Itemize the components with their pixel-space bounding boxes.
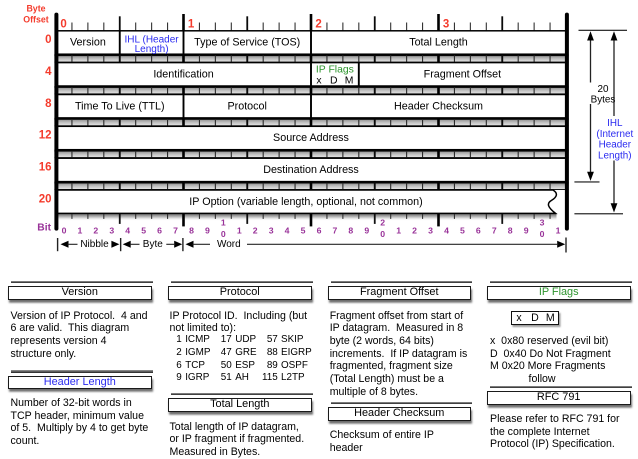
svg-text:7: 7 [332, 225, 337, 235]
svg-text:2: 2 [93, 225, 98, 235]
svg-text:8: 8 [189, 225, 194, 235]
svg-text:1: 1 [556, 225, 561, 235]
svg-text:IP Flags: IP Flags [316, 65, 354, 76]
svg-text:12: 12 [39, 130, 52, 142]
svg-text:0: 0 [60, 18, 66, 30]
svg-text:D: D [330, 75, 338, 86]
svg-text:2: 2 [412, 225, 417, 235]
svg-text:5: 5 [460, 225, 465, 235]
svg-text:Bit: Bit [37, 222, 51, 233]
svg-text:6: 6 [317, 225, 322, 235]
svg-text:Length): Length) [598, 150, 632, 161]
svg-text:Byte: Byte [26, 3, 45, 13]
svg-text:Length): Length) [135, 44, 169, 55]
svg-text:Protocol: Protocol [227, 100, 266, 112]
svg-text:3: 3 [540, 217, 545, 227]
svg-text:5: 5 [141, 225, 146, 235]
svg-text:Offset: Offset [23, 14, 48, 24]
svg-text:Identification: Identification [153, 68, 213, 80]
svg-text:3: 3 [443, 18, 449, 30]
svg-text:1: 1 [188, 18, 195, 30]
svg-text:Type of Service (TOS): Type of Service (TOS) [194, 37, 300, 49]
svg-text:Destination Address: Destination Address [263, 164, 359, 176]
svg-text:Nibble: Nibble [80, 239, 109, 250]
svg-text:4: 4 [444, 225, 449, 235]
svg-text:0: 0 [221, 229, 226, 239]
svg-text:1: 1 [77, 225, 82, 235]
svg-text:IHL (Header: IHL (Header [125, 34, 180, 45]
svg-text:(Internet: (Internet [596, 129, 633, 140]
svg-text:Total Length: Total Length [409, 37, 468, 49]
svg-text:Header Checksum: Header Checksum [394, 100, 483, 112]
svg-text:2: 2 [380, 217, 385, 227]
svg-text:M: M [345, 75, 354, 86]
svg-text:Source Address: Source Address [273, 132, 349, 144]
svg-text:16: 16 [39, 162, 52, 174]
svg-text:20: 20 [39, 193, 52, 205]
svg-text:7: 7 [492, 225, 497, 235]
svg-text:1: 1 [221, 217, 226, 227]
svg-text:Time To Live (TTL): Time To Live (TTL) [75, 100, 165, 112]
svg-text:Header: Header [599, 140, 632, 151]
svg-text:6: 6 [476, 225, 481, 235]
svg-text:3: 3 [109, 225, 114, 235]
svg-text:Fragment Offset: Fragment Offset [424, 68, 501, 80]
svg-text:8: 8 [45, 98, 52, 110]
svg-text:4: 4 [285, 225, 290, 235]
svg-text:5: 5 [301, 225, 306, 235]
svg-text:Version: Version [70, 37, 106, 49]
svg-text:3: 3 [269, 225, 274, 235]
svg-text:0: 0 [62, 225, 67, 235]
svg-text:IP Option (variable length, op: IP Option (variable length, optional, no… [189, 196, 422, 208]
svg-text:Byte: Byte [143, 239, 163, 250]
svg-text:4: 4 [125, 225, 130, 235]
svg-text:IHL: IHL [607, 118, 623, 129]
svg-text:8: 8 [508, 225, 513, 235]
svg-text:1: 1 [237, 225, 242, 235]
svg-text:1: 1 [396, 225, 401, 235]
svg-text:0: 0 [540, 229, 545, 239]
svg-text:6: 6 [157, 225, 162, 235]
svg-text:Word: Word [217, 239, 241, 250]
svg-text:9: 9 [205, 225, 210, 235]
svg-text:0: 0 [380, 229, 385, 239]
svg-text:x: x [316, 75, 322, 86]
svg-text:9: 9 [524, 225, 529, 235]
svg-text:3: 3 [428, 225, 433, 235]
svg-text:Bytes: Bytes [591, 94, 616, 105]
svg-text:2: 2 [315, 18, 321, 30]
svg-text:9: 9 [364, 225, 369, 235]
svg-text:20: 20 [598, 84, 609, 95]
svg-text:2: 2 [253, 225, 258, 235]
svg-text:7: 7 [173, 225, 178, 235]
svg-text:4: 4 [45, 66, 52, 78]
svg-text:0: 0 [45, 34, 51, 46]
svg-text:8: 8 [348, 225, 353, 235]
